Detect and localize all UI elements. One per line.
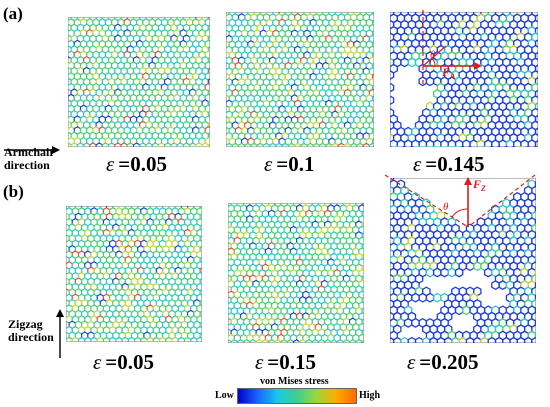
zigzag-direction-label: Zigzag direction [8,318,54,344]
strain-label-a-3: ε =0.145 [413,152,485,177]
zigzag-direction-text: direction [8,330,54,344]
strain-label-a-1: ε =0.05 [106,152,167,177]
colorbar-high-label: High [359,390,381,401]
colorbar [237,388,357,404]
armchair-direction-text: direction [4,158,50,172]
strain-value: =0.1 [276,152,315,176]
angle-arc [451,208,469,218]
panel-label-a: (a) [3,4,23,23]
fz-label: FZ [472,177,486,193]
armchair-direction-label: Armchair direction [4,146,55,172]
colorbar-title: von Mises stress [260,376,329,387]
strain-label-b-2: ε =0.15 [255,350,316,375]
armchair-text: Armchair [4,145,55,159]
theta-label-a: θ [430,49,436,61]
angle-arc [431,57,436,67]
strain-value: =0.05 [105,350,154,374]
epsilon-symbol: ε [264,152,273,176]
arrowhead-icon [474,62,482,70]
lattice-b-1 [66,206,202,342]
colorbar-low-label: Low [215,390,234,401]
epsilon-symbol: ε [93,350,102,374]
armchair-arrow-icon [4,146,60,154]
lattice-b-2 [228,203,364,343]
arrowhead-icon [464,177,472,185]
panel-label-b: (b) [3,182,24,201]
zigzag-arrow-icon [56,309,64,358]
angle-line [422,45,447,67]
theta-label-b: θ [443,201,449,213]
force-annotation-b: θ FZ [384,174,536,228]
strain-value: =0.205 [419,350,479,374]
fa-label: FA [441,65,456,81]
lattice-a-2 [226,12,374,147]
force-annotation-a: θ FA [422,10,482,86]
strain-label-b-1: ε =0.05 [93,350,154,375]
epsilon-symbol: ε [106,152,115,176]
lattice-a-1 [68,17,210,147]
epsilon-symbol: ε [255,350,264,374]
strain-value: =0.05 [118,152,167,176]
strain-value: =0.145 [425,152,485,176]
strain-label-b-3: ε =0.205 [407,350,479,375]
lattice-a-3 [390,12,538,147]
epsilon-symbol: ε [407,350,416,374]
epsilon-symbol: ε [413,152,422,176]
zigzag-text: Zigzag [8,317,43,331]
dashed-diag-right [467,174,536,228]
strain-label-a-2: ε =0.1 [264,152,315,177]
strain-value: =0.15 [267,350,316,374]
dashed-diag-left [384,174,469,228]
